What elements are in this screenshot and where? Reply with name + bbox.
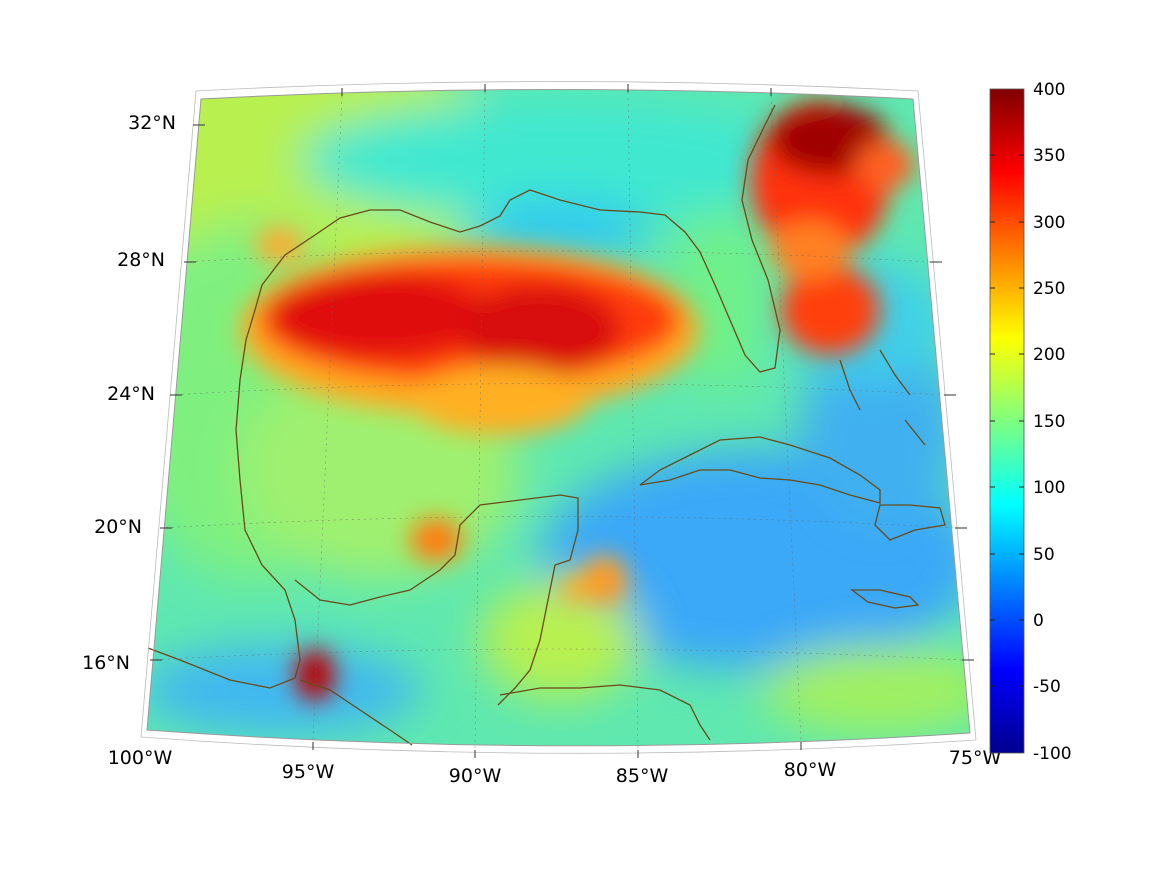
lat-label-20n: 20°N xyxy=(94,516,142,538)
lat-label-24n: 24°N xyxy=(107,383,155,405)
colorbar-tick-label: 350 xyxy=(1033,146,1065,166)
lat-label-28n: 28°N xyxy=(117,249,165,271)
colorbar-tick-label: 200 xyxy=(1033,345,1065,365)
lat-label-16n: 16°N xyxy=(82,652,130,674)
cuba-line xyxy=(639,436,881,504)
colorbar-tick-label: -100 xyxy=(1033,744,1072,764)
lon-label-95w: 95°W xyxy=(282,761,335,783)
lon-label-90w: 90°W xyxy=(449,765,502,787)
parallel-28n xyxy=(183,250,931,263)
bahamas-islands xyxy=(839,349,926,446)
colorbar-tick-label: 0 xyxy=(1033,611,1044,631)
lon-label-100w: 100°W xyxy=(108,747,173,769)
frame-ticks xyxy=(150,84,974,758)
colorbar-tick-label: 250 xyxy=(1033,279,1065,299)
meridian-85w xyxy=(627,91,639,751)
data-field xyxy=(147,89,970,746)
longitude-labels: 100°W 95°W 90°W 85°W 80°W 75°W xyxy=(108,747,1002,787)
graticule xyxy=(149,91,963,751)
coastlines xyxy=(147,104,946,746)
colorbar-ticks xyxy=(990,154,1024,687)
colorbar-tick-label: 50 xyxy=(1033,545,1055,565)
central-america-line xyxy=(499,684,711,741)
colorbar-tick-label: 400 xyxy=(1033,80,1065,100)
colorbar-gradient xyxy=(989,88,1025,754)
colorbar-tick-label: -50 xyxy=(1033,677,1061,697)
mexico-gulf-south-line xyxy=(294,494,579,706)
colorbar-tick-label: 300 xyxy=(1033,213,1065,233)
lon-label-85w: 85°W xyxy=(616,765,669,787)
colorbar-tick-label: 150 xyxy=(1033,412,1065,432)
latitude-labels: 32°N 28°N 24°N 20°N 16°N xyxy=(82,112,176,674)
meridian-90w xyxy=(474,91,486,751)
map-frame xyxy=(146,89,971,747)
lat-label-32n: 32°N xyxy=(128,112,176,134)
lon-label-75w: 75°W xyxy=(949,747,1002,769)
jamaica-line xyxy=(850,589,920,609)
lon-label-80w: 80°W xyxy=(784,759,837,781)
pacific-coast-line xyxy=(299,679,413,746)
parallel-20n xyxy=(159,516,956,529)
hispaniola-line xyxy=(874,504,946,541)
map-frame-outer xyxy=(140,81,977,754)
colorbar-tick-labels: 400 350 300 250 200 150 100 50 0 -50 -10… xyxy=(1033,80,1072,764)
colorbar: 400 350 300 250 200 150 100 50 0 -50 -10… xyxy=(989,80,1072,764)
gulf-coast-line xyxy=(147,104,781,689)
colorbar-tick-label: 100 xyxy=(1033,478,1065,498)
